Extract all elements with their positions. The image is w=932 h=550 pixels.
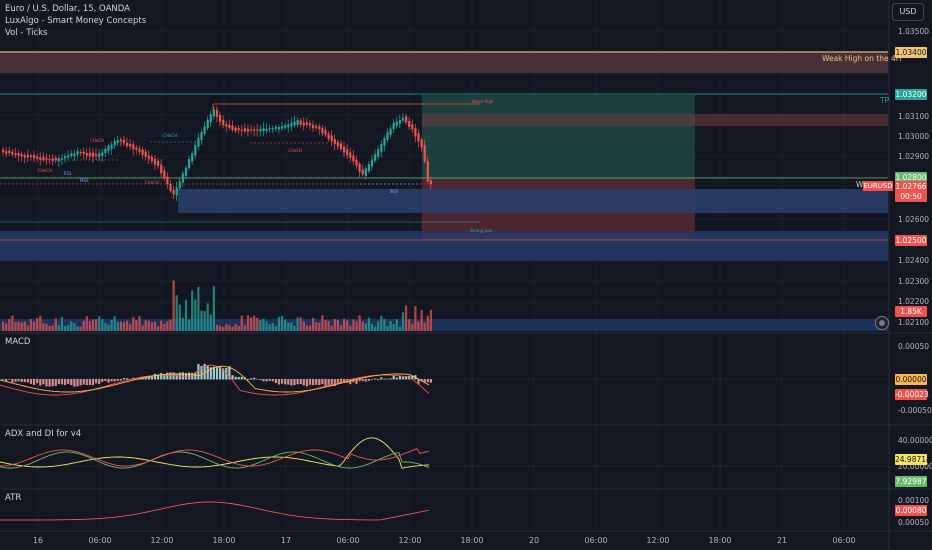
time-axis-label: 17 xyxy=(280,536,292,545)
time-axis-label: 20 xyxy=(528,536,540,545)
adx-value-tag: 24.98718 xyxy=(895,454,931,465)
price-axis-label: 1.02200 xyxy=(898,297,930,306)
time-axis-label: 06:00 xyxy=(832,536,856,545)
atr-line xyxy=(0,501,430,521)
weak-high-zone xyxy=(0,51,888,73)
weak-high-label: Weak High on the 4H xyxy=(822,54,902,63)
atr-value-tag: 0.00080 xyxy=(895,505,927,516)
time-axis-label: 21 xyxy=(776,536,788,545)
price-axis-label: 1.02600 xyxy=(898,215,930,224)
price-axis-label: 1.02100 xyxy=(898,318,930,327)
grid-lines xyxy=(0,0,889,531)
di-minus-line xyxy=(0,448,430,467)
time-axis-label: 06:00 xyxy=(584,536,608,545)
volume-series xyxy=(2,280,432,331)
choch-label-1: CHoCH xyxy=(90,138,105,143)
price-axis-label: 1.02400 xyxy=(898,256,930,265)
time-axis-label: 12:00 xyxy=(646,536,670,545)
order-block-upper xyxy=(422,114,888,126)
time-axis-label: 18:00 xyxy=(460,536,484,545)
ticker-label: EURUSD xyxy=(863,181,893,191)
countdown-tag: 00:50 xyxy=(895,191,927,202)
tp-label: TP xyxy=(880,96,890,105)
demand-zone-1 xyxy=(178,189,888,213)
bos-label: BOS xyxy=(390,189,399,194)
adx-line xyxy=(0,437,430,469)
macd-signal-line xyxy=(0,365,430,393)
price-axis-label: 1.03500 xyxy=(898,27,930,36)
time-axis-label: 12:00 xyxy=(150,536,174,545)
eql-label: EQL xyxy=(64,171,72,176)
atr-axis-label: 0.00050 xyxy=(898,518,930,527)
weak-high-price-tag: 1.03400 xyxy=(895,47,927,58)
stop-price-tag: 1.02500 xyxy=(895,235,927,246)
time-axis-label: 16 xyxy=(32,536,44,545)
currency-button[interactable]: USD xyxy=(892,3,924,21)
choch-label-3: CHoCH xyxy=(288,148,303,153)
macd-line xyxy=(0,364,430,396)
entry-price-tag: 1.02800 xyxy=(895,172,927,183)
time-axis-label: 06:00 xyxy=(88,536,112,545)
price-axis-label: 1.02900 xyxy=(898,152,930,161)
time-axis-label: 18:00 xyxy=(708,536,732,545)
volume-tag: 1.85K xyxy=(895,306,927,317)
position-profit-zone xyxy=(422,94,695,179)
demand-zone-2 xyxy=(0,231,888,261)
price-axis-label: 1.03000 xyxy=(898,132,930,141)
last-price-tag: 1.02766 xyxy=(895,181,927,192)
price-axis-label: 1.02300 xyxy=(898,277,930,286)
adx-axis-label: 40.00000 xyxy=(898,436,932,445)
choch-label-4: CHoCH xyxy=(38,168,53,173)
indicator-legend-smc[interactable]: LuxAlgo - Smart Money Concepts xyxy=(5,16,147,26)
symbol-legend[interactable]: Euro / U.S. Dollar, 15, OANDA xyxy=(5,4,130,14)
volume-zone xyxy=(0,319,888,331)
time-axis-label: 12:00 xyxy=(398,536,422,545)
weak-high-small-label: Weak High xyxy=(472,99,494,104)
macd-axis-label: -0.00050 xyxy=(898,406,932,415)
strong-low-label: Strong Low xyxy=(470,228,493,233)
price-axis-label: 1.03100 xyxy=(898,112,930,121)
indicator-legend-volume[interactable]: Vol - Ticks xyxy=(5,28,48,38)
choch-label-2: CHoCH xyxy=(163,133,178,138)
macd-zero-tag: 0.00000 xyxy=(895,374,927,385)
mss-label: MSS xyxy=(80,178,89,183)
gear-icon[interactable] xyxy=(875,316,889,330)
macd-axis-label: 0.00050 xyxy=(898,342,930,351)
time-axis-label: 06:00 xyxy=(336,536,360,545)
candlestick-series xyxy=(2,106,432,201)
time-axis-label: 18:00 xyxy=(212,536,236,545)
macd-value-tag: -0.00023 xyxy=(895,389,929,400)
macd-pane-title[interactable]: MACD xyxy=(5,337,31,347)
w-label: W xyxy=(856,180,864,189)
tp-price-tag: 1.03200 xyxy=(895,89,927,100)
adx-pane-title[interactable]: ADX and DI for v4 xyxy=(5,429,82,439)
choch-label-5: CHoCH xyxy=(145,180,160,185)
di-plus-line xyxy=(0,451,430,469)
atr-axis-label: 0.00100 xyxy=(898,496,930,505)
di-value-tag: 7.92987 xyxy=(895,476,927,487)
adx-axis-label: 20.00000 xyxy=(898,462,932,471)
atr-pane-title[interactable]: ATR xyxy=(5,493,22,503)
